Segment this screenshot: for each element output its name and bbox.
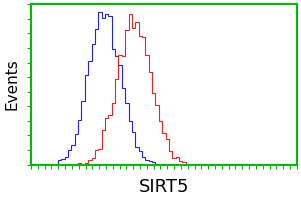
X-axis label: SIRT5: SIRT5 bbox=[139, 178, 189, 196]
Y-axis label: Events: Events bbox=[4, 59, 19, 110]
